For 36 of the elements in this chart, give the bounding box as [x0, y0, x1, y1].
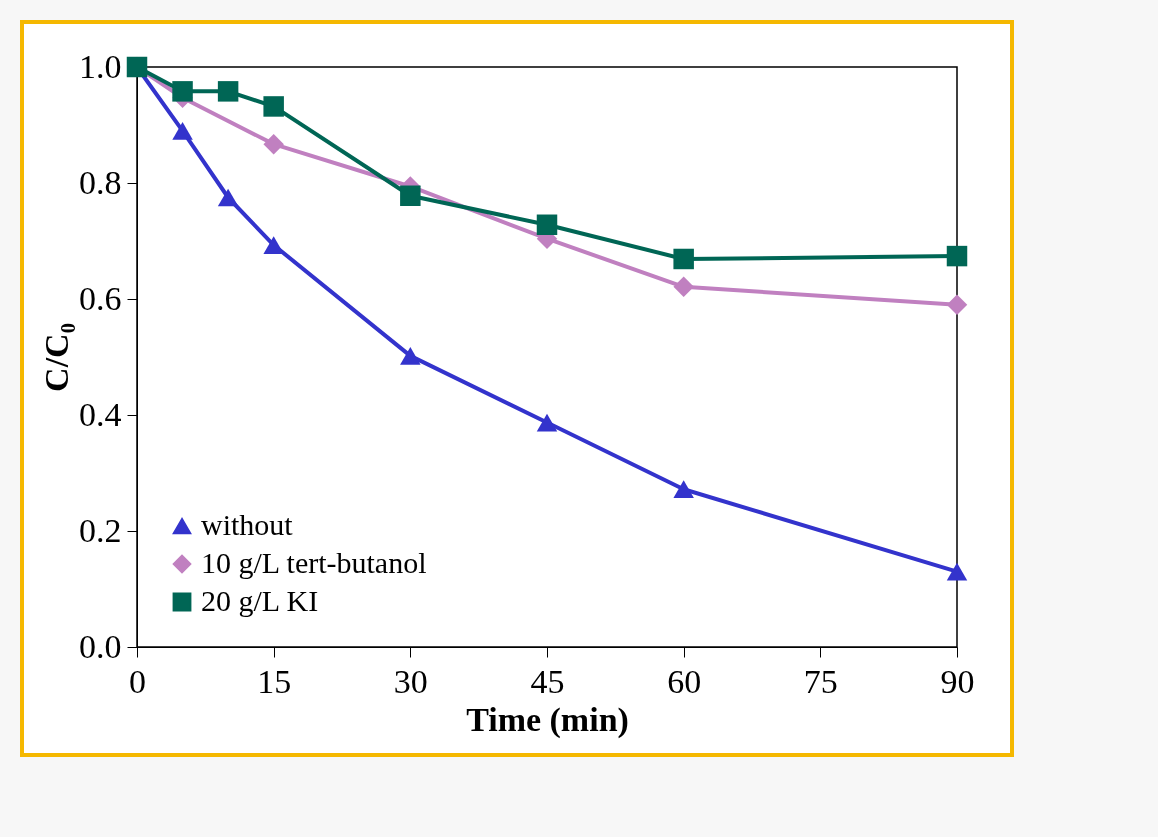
point [172, 81, 193, 102]
legend-label: 20 g/L KI [201, 584, 319, 617]
x-tick-label: 75 [803, 662, 838, 700]
point [400, 346, 421, 365]
x-tick-label: 0 [129, 662, 146, 700]
legend-label: without [201, 508, 294, 541]
x-tick-label: 15 [257, 662, 292, 700]
y-tick-label: 0.2 [79, 511, 122, 549]
frame-border: 0 15 30 45 60 75 90 Time (min) 0.0 0.2 0.4 0.6 0.8 1.0 C/C₀ without 10 g/L tert-butanol 20 g/L KI [20, 20, 1014, 757]
y-tick-label: 0.6 [79, 279, 122, 317]
point [673, 276, 694, 298]
x-tick-label: 90 [940, 662, 975, 700]
point [536, 214, 558, 236]
x-tick-label: 45 [530, 662, 565, 700]
point [673, 248, 694, 270]
legend-label: 10 g/L tert-butanol [201, 546, 427, 579]
point [217, 81, 239, 102]
point [946, 245, 968, 267]
x-tick-label: 60 [667, 662, 702, 700]
y-tick-label: 0.4 [79, 395, 122, 433]
point [946, 562, 968, 581]
point [263, 96, 284, 117]
point [946, 294, 968, 316]
point [263, 236, 284, 254]
y-tick-label: 0.8 [79, 163, 122, 201]
point [172, 121, 193, 140]
x-axis-title: Time (min) [466, 700, 629, 739]
point [536, 413, 558, 432]
y-axis-title: C/C₀ [38, 323, 75, 392]
y-tick-label: 1.0 [79, 47, 122, 85]
x-tick-label: 30 [393, 662, 428, 700]
point [263, 133, 284, 155]
point [673, 480, 694, 499]
point [217, 188, 239, 207]
point [400, 185, 421, 207]
y-tick-label: 0.0 [79, 627, 122, 665]
